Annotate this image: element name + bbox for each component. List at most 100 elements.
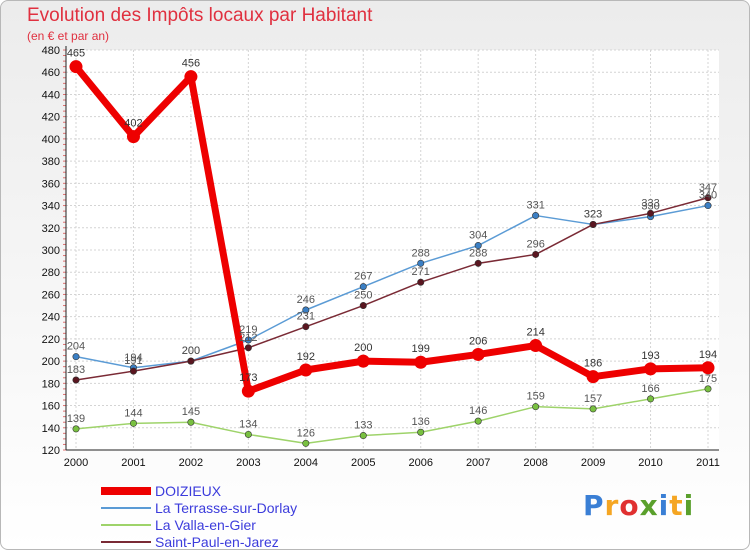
x-tick-label: 2003 [236,457,260,469]
data-point-saint-paul-en-jarez [187,357,195,365]
x-tick-label: 2007 [466,457,490,469]
data-point-doizieux [414,355,428,369]
data-point-la-valla-en-gier [589,405,597,413]
data-label-saint-paul-en-jarez: 271 [412,266,430,278]
data-label-la-terrasse-sur-dorlay: 288 [412,247,430,259]
data-label-saint-paul-en-jarez: 323 [584,208,602,220]
y-tick-label: 420 [42,112,60,124]
data-label-saint-paul-en-jarez: 191 [124,355,142,367]
proxiti-logo: Proxiti [583,489,694,522]
data-label-la-valla-en-gier: 126 [297,427,315,439]
series-line-saint-paul-en-jarez [75,197,709,381]
y-tick-label: 260 [42,289,60,301]
data-point-doizieux [241,384,255,398]
y-tick-label: 480 [42,45,60,57]
data-point-la-valla-en-gier [417,428,425,436]
data-label-la-valla-en-gier: 136 [412,416,430,428]
y-tick-label: 320 [42,223,60,235]
x-tick-label: 2010 [638,457,662,469]
data-label-doizieux: 214 [526,327,544,339]
data-point-saint-paul-en-jarez [589,220,597,228]
legend-item-doizieux: DOIZIEUX [101,483,401,500]
data-point-la-terrasse-sur-dorlay [704,202,712,210]
logo-letter: t [669,489,684,522]
data-point-saint-paul-en-jarez [417,278,425,286]
data-label-la-valla-en-gier: 146 [469,405,487,417]
data-point-la-valla-en-gier [359,432,367,440]
x-tick-label: 2006 [408,457,432,469]
data-point-doizieux [126,130,140,144]
data-label-saint-paul-en-jarez: 296 [526,238,544,250]
series-line-doizieux [73,64,709,395]
legend-item-la-valla-en-gier: La Valla-en-Gier [101,517,401,534]
y-tick-label: 160 [42,401,60,413]
data-point-doizieux [184,70,198,84]
logo-letter: i [683,489,695,522]
data-point-doizieux [644,362,658,376]
legend-item-la-terrasse-sur-dorlay: La Terrasse-sur-Dorlay [101,500,401,517]
data-label-saint-paul-en-jarez: 288 [469,247,487,259]
data-point-la-valla-en-gier [129,419,137,427]
series-line-la-valla-en-gier [75,388,709,445]
legend-label-doizieux: DOIZIEUX [155,483,222,499]
x-tick-label: 2004 [294,457,318,469]
data-label-doizieux: 173 [239,372,257,384]
legend-label-la-valla-en-gier: La Valla-en-Gier [155,517,256,533]
x-tick-label: 2008 [523,457,547,469]
legend-item-saint-paul-en-jarez: Saint-Paul-en-Jarez [101,534,401,549]
data-label-saint-paul-en-jarez: 200 [182,345,200,357]
data-point-la-terrasse-sur-dorlay [417,259,425,267]
chart-title: Evolution des Impôts locaux par Habitant [27,5,373,26]
data-label-la-terrasse-sur-dorlay: 330 [641,201,659,213]
data-label-la-valla-en-gier: 134 [239,418,257,430]
data-point-saint-paul-en-jarez [72,376,80,384]
y-tick-label: 220 [42,334,60,346]
y-tick-label: 180 [42,378,60,390]
y-tick-label: 460 [42,67,60,79]
data-point-la-valla-en-gier [72,425,80,433]
data-point-saint-paul-en-jarez [302,323,310,331]
y-tick-label: 200 [42,356,60,368]
data-label-la-terrasse-sur-dorlay: 267 [354,271,372,283]
data-label-doizieux: 199 [412,343,430,355]
chart-legend: DOIZIEUX La Terrasse-sur-Dorlay La Valla-e… [101,483,401,549]
legend-swatch-la-terrasse-sur-dorlay [101,507,151,509]
data-label-la-terrasse-sur-dorlay: 340 [699,190,717,202]
data-point-doizieux [471,347,485,361]
data-point-saint-paul-en-jarez [474,259,482,267]
data-label-doizieux: 206 [469,335,487,347]
legend-swatch-saint-paul-en-jarez [101,541,151,543]
data-label-la-terrasse-sur-dorlay: 323 [584,208,602,220]
data-label-doizieux: 193 [641,350,659,362]
data-label-saint-paul-en-jarez: 333 [641,197,659,209]
data-point-saint-paul-en-jarez [532,250,540,258]
data-label-doizieux: 186 [584,358,602,370]
data-label-la-terrasse-sur-dorlay: 200 [182,345,200,357]
data-label-doizieux: 465 [67,48,85,60]
data-label-la-valla-en-gier: 139 [67,413,85,425]
data-point-doizieux [529,339,543,353]
data-point-doizieux [586,370,600,384]
data-label-saint-paul-en-jarez: 347 [699,182,717,194]
data-point-la-valla-en-gier [704,385,712,393]
data-label-saint-paul-en-jarez: 231 [297,311,315,323]
data-point-la-valla-en-gier [474,417,482,425]
data-label-la-terrasse-sur-dorlay: 194 [124,352,142,364]
data-point-saint-paul-en-jarez [359,302,367,310]
logo-letter: i [658,489,670,522]
data-point-saint-paul-en-jarez [704,194,712,202]
data-label-la-valla-en-gier: 166 [641,383,659,395]
data-label-la-terrasse-sur-dorlay: 304 [469,230,487,242]
data-point-la-terrasse-sur-dorlay [532,212,540,220]
legend-label-la-terrasse-sur-dorlay: La Terrasse-sur-Dorlay [155,500,298,516]
y-tick-label: 120 [42,445,60,457]
data-label-doizieux: 192 [297,351,315,363]
data-label-la-terrasse-sur-dorlay: 204 [67,341,85,353]
x-tick-label: 2005 [351,457,375,469]
x-tick-label: 2009 [581,457,605,469]
data-label-la-terrasse-sur-dorlay: 246 [297,294,315,306]
data-point-la-terrasse-sur-dorlay [359,283,367,291]
data-point-doizieux [701,361,715,375]
data-point-la-terrasse-sur-dorlay [244,336,252,344]
data-point-la-terrasse-sur-dorlay [474,242,482,250]
